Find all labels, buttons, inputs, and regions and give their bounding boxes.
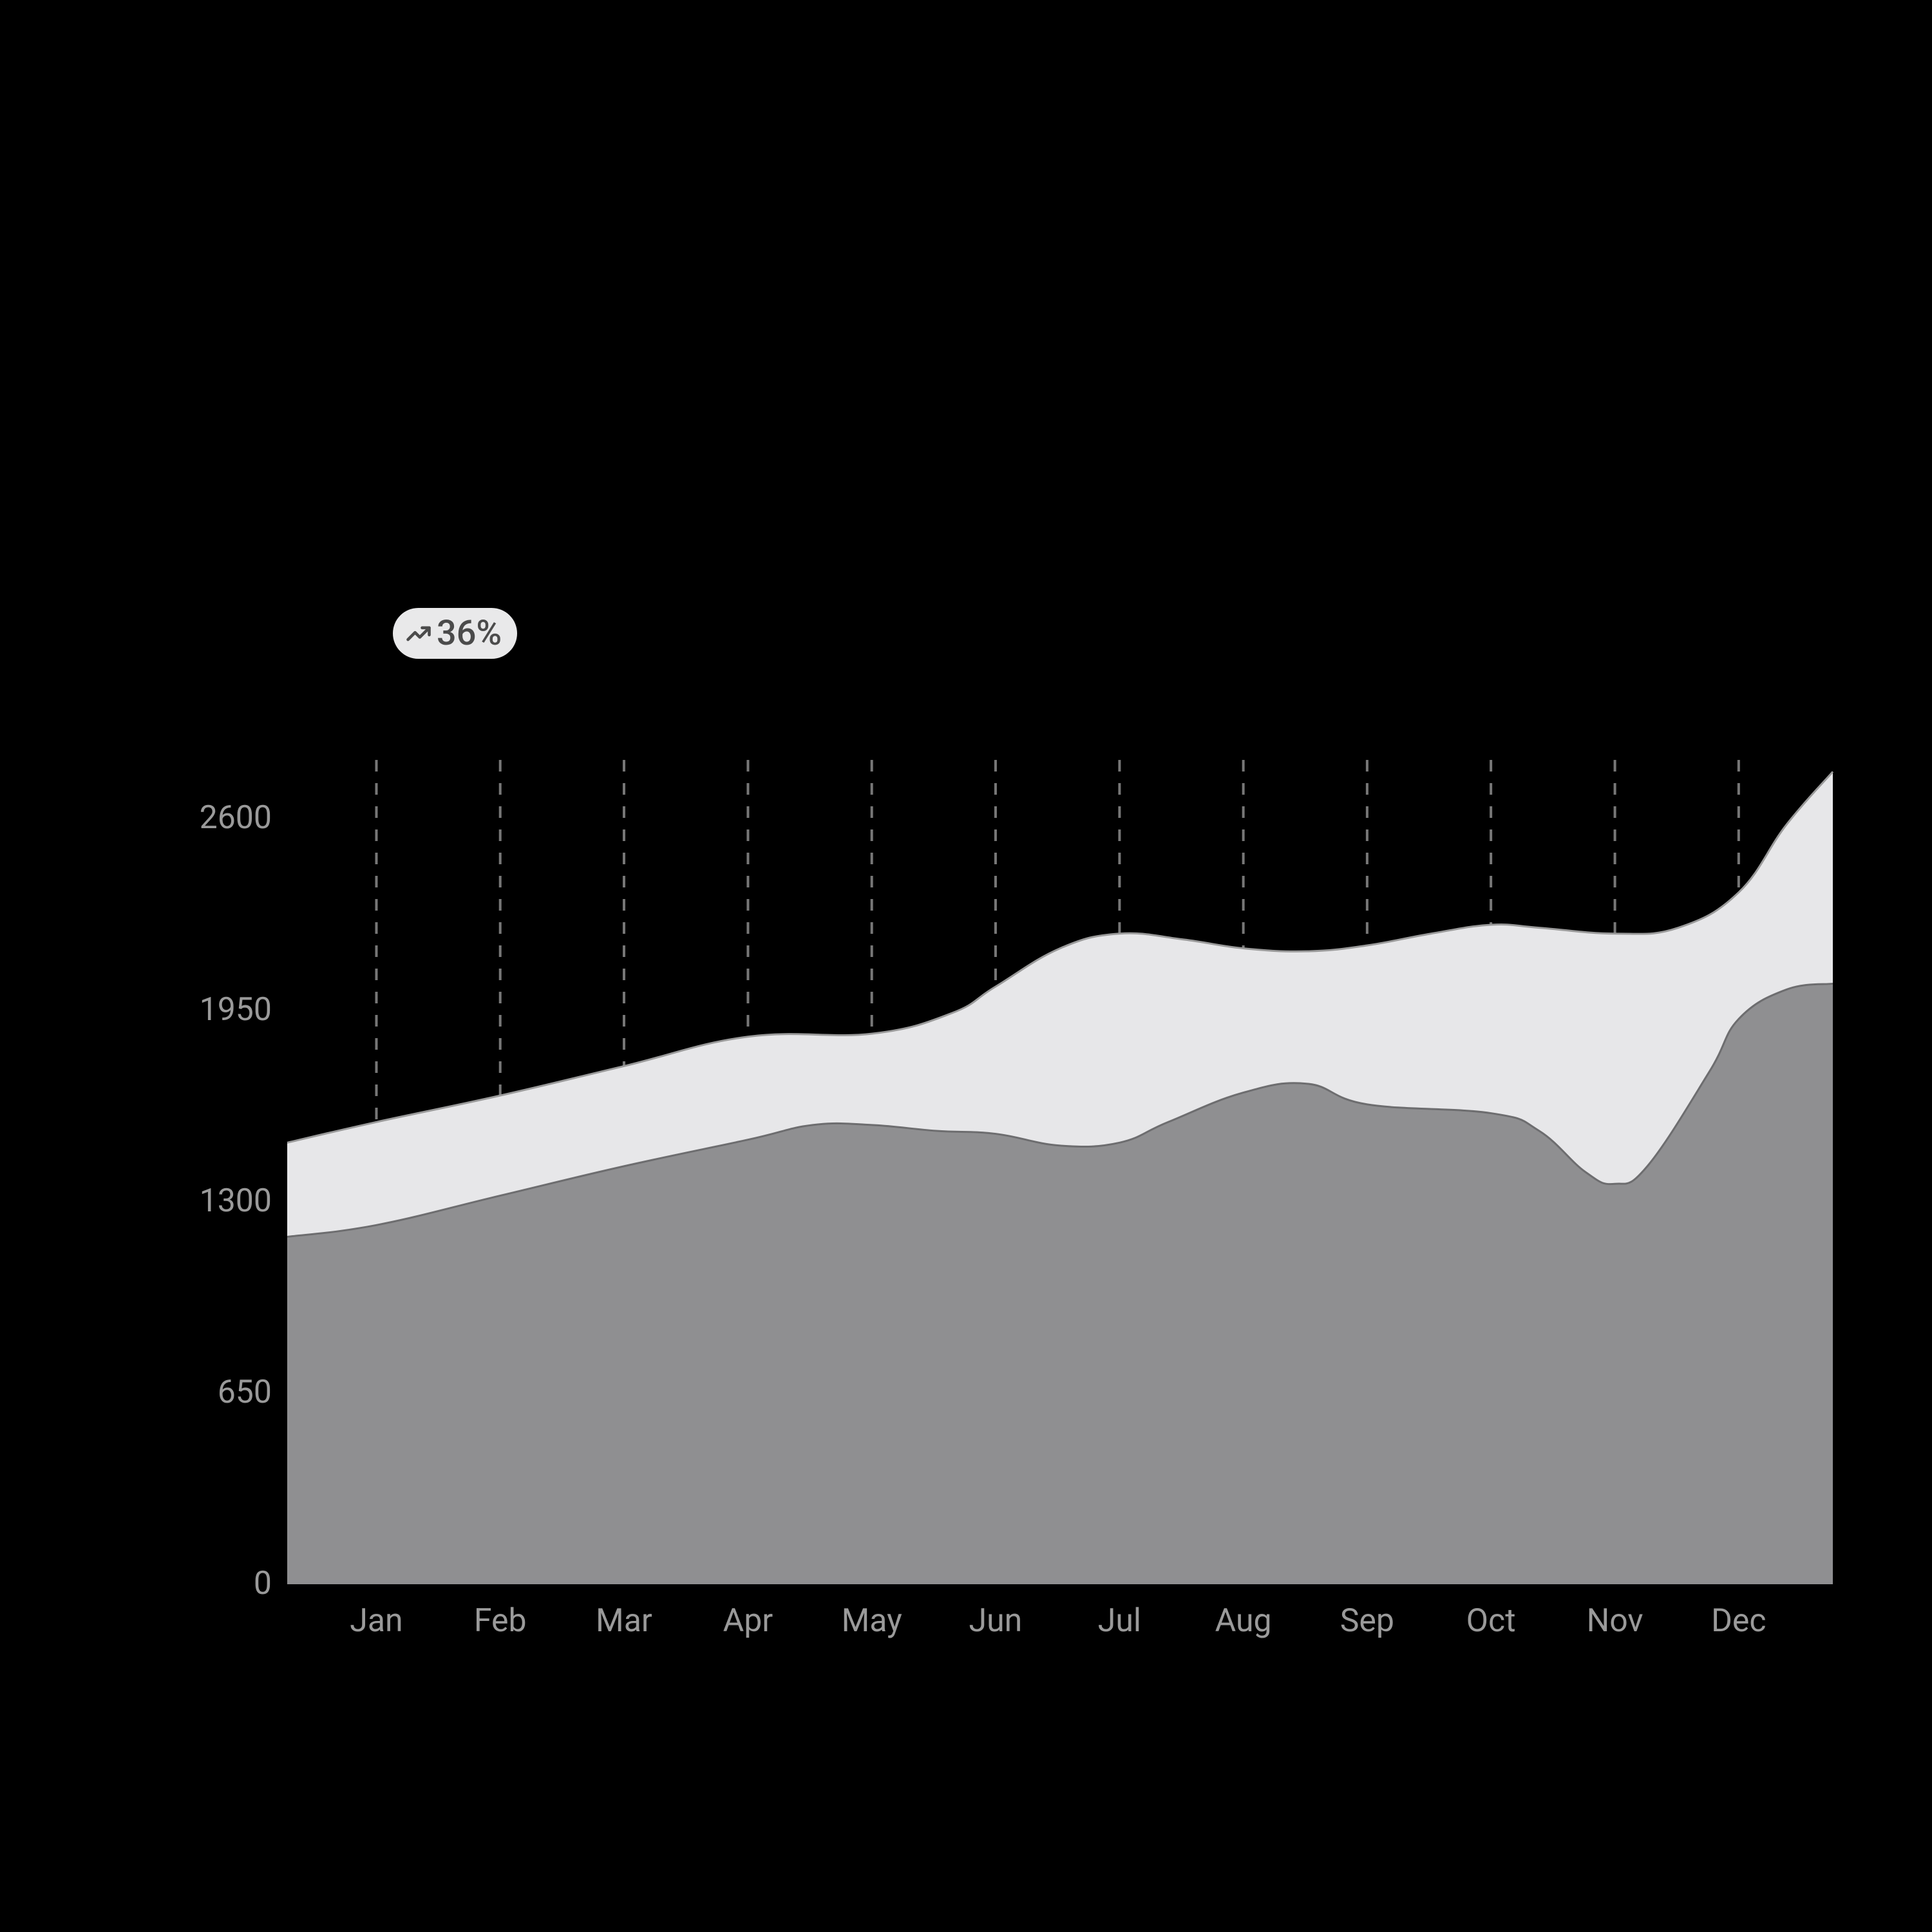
x-tick-label: Nov	[1587, 1602, 1643, 1640]
y-tick-label: 0	[254, 1565, 272, 1602]
x-tick-label: Jan	[350, 1602, 402, 1640]
x-tick-label: Mar	[596, 1602, 652, 1640]
area-chart: 0650130019502600 JanFebMarAprMayJunJulAu…	[287, 760, 1833, 1584]
x-tick-label: Sep	[1340, 1602, 1394, 1640]
x-tick-label: Feb	[474, 1602, 527, 1640]
trend-badge-text: 36%	[437, 613, 502, 654]
chart-stage: 36% 0650130019502600 JanFebMarAprMayJunJ…	[0, 0, 1932, 1932]
y-tick-label: 1300	[200, 1182, 272, 1220]
y-tick-label: 1950	[200, 991, 272, 1028]
x-tick-label: Jun	[969, 1602, 1023, 1640]
x-tick-label: May	[842, 1602, 902, 1640]
chart-plot	[287, 760, 1833, 1584]
y-tick-label: 650	[218, 1374, 272, 1411]
x-tick-label: Oct	[1466, 1602, 1516, 1640]
x-tick-label: Apr	[723, 1602, 773, 1640]
trend-badge: 36%	[393, 608, 517, 659]
y-tick-label: 2600	[200, 799, 272, 837]
trending-up-icon	[404, 620, 433, 648]
x-tick-label: Jul	[1098, 1602, 1141, 1640]
x-tick-label: Aug	[1215, 1602, 1272, 1640]
x-tick-label: Dec	[1711, 1602, 1766, 1640]
